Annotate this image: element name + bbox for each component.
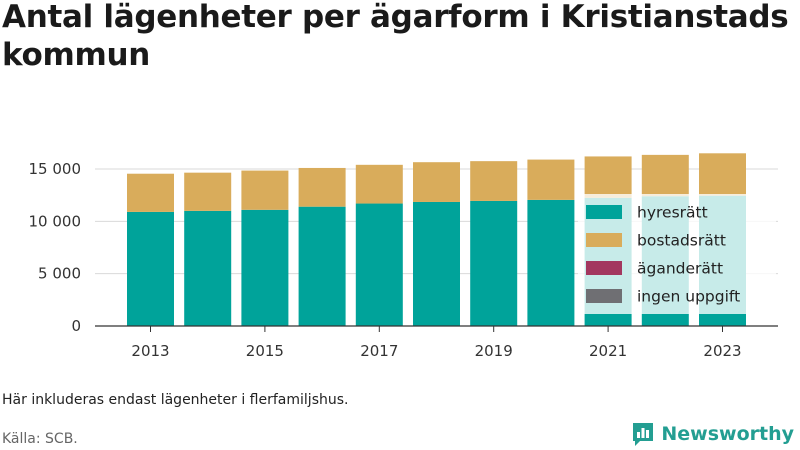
x-tick-label: 2019 — [475, 342, 513, 360]
chart-title: Antal lägenheter per ägarform i Kristian… — [2, 0, 789, 73]
bar-segment — [184, 172, 232, 211]
legend-swatch — [586, 205, 622, 219]
x-tick-label: 2023 — [703, 342, 741, 360]
legend-label: hyresrätt — [637, 204, 708, 222]
bar-segment — [413, 162, 460, 202]
bar-segment — [355, 164, 403, 204]
bar-segment — [298, 206, 346, 326]
bar-chart-logo-icon — [633, 423, 654, 446]
bar-segment — [127, 211, 174, 326]
bar-segment — [355, 203, 403, 326]
bar-segment — [470, 161, 518, 201]
y-tick-label: 10 000 — [29, 212, 82, 230]
bar-segment — [413, 201, 460, 326]
y-tick-label: 15 000 — [29, 160, 82, 178]
legend-swatch — [586, 233, 622, 247]
stacked-bar-chart: 0 5 000 10 000 15 000 2013 2015 2017 2019 2021 20… — [29, 153, 778, 360]
legend-label: bostadsrätt — [637, 232, 726, 250]
bar-segment — [184, 210, 232, 326]
brand-name: Newsworthy — [661, 423, 794, 445]
source-text: Källa: SCB. — [2, 431, 78, 447]
bar-segment — [470, 200, 518, 326]
legend-label: ingen uppgift — [637, 288, 740, 306]
x-tick-label: 2017 — [360, 342, 398, 360]
bar-segment — [127, 173, 174, 212]
y-tick-label: 5 000 — [38, 265, 81, 283]
axes: 0 5 000 10 000 15 000 2013 2015 2017 2019 2021 20… — [29, 160, 778, 360]
bar-segment — [527, 159, 575, 200]
x-tick-label: 2021 — [589, 342, 627, 360]
brand-logo: Newsworthy — [631, 420, 794, 448]
x-tick-label: 2013 — [131, 342, 169, 360]
bar-segment — [584, 156, 632, 198]
chart-note: Här inkluderas endast lägenheter i flerf… — [2, 392, 349, 408]
bar-segment — [641, 154, 689, 197]
x-tick-label: 2015 — [246, 342, 284, 360]
y-tick-label: 0 — [71, 317, 81, 335]
legend-swatch — [586, 261, 622, 275]
bar-segment — [241, 209, 289, 326]
legend-swatch — [586, 289, 622, 303]
bar-segment — [527, 199, 575, 326]
legend: hyresrätt bostadsrätt äganderätt ingen uppg… — [578, 194, 776, 314]
bar-segment — [699, 153, 746, 196]
bar-segment — [298, 167, 346, 207]
bar-segment — [241, 170, 289, 210]
legend-label: äganderätt — [637, 260, 723, 278]
